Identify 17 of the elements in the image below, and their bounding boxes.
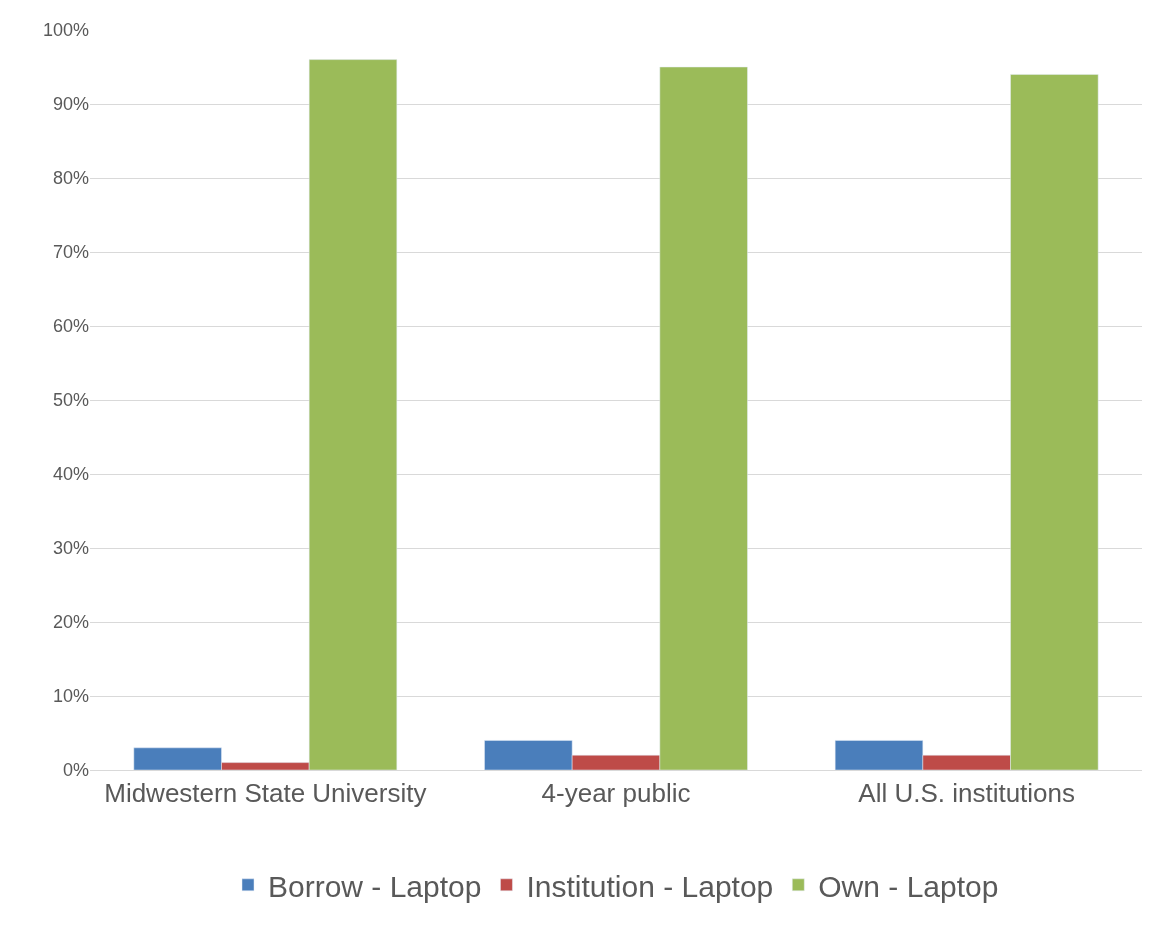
y-tick-label: 50% <box>52 390 89 411</box>
x-tick-label: 4-year public <box>541 778 691 809</box>
y-tick-label: 0% <box>62 760 89 781</box>
y-tick-label: 60% <box>52 316 89 337</box>
legend-label: Borrow - Laptop <box>268 869 482 903</box>
y-tick-label: 90% <box>52 94 89 115</box>
y-tick-label: 40% <box>52 464 89 485</box>
x-tick-label: All U.S. institutions <box>858 778 1076 809</box>
y-tick-label: 80% <box>52 168 89 189</box>
y-tick-label: 10% <box>52 686 89 707</box>
legend-label: Own - Laptop <box>818 869 999 903</box>
x-tick-label: Midwestern State University <box>104 778 427 809</box>
y-tick-label: 70% <box>52 242 89 263</box>
y-tick-label: 100% <box>42 20 89 41</box>
y-tick-label: 30% <box>52 538 89 559</box>
legend-label: Institution - Laptop <box>526 869 774 903</box>
y-tick-label: 20% <box>52 612 89 633</box>
